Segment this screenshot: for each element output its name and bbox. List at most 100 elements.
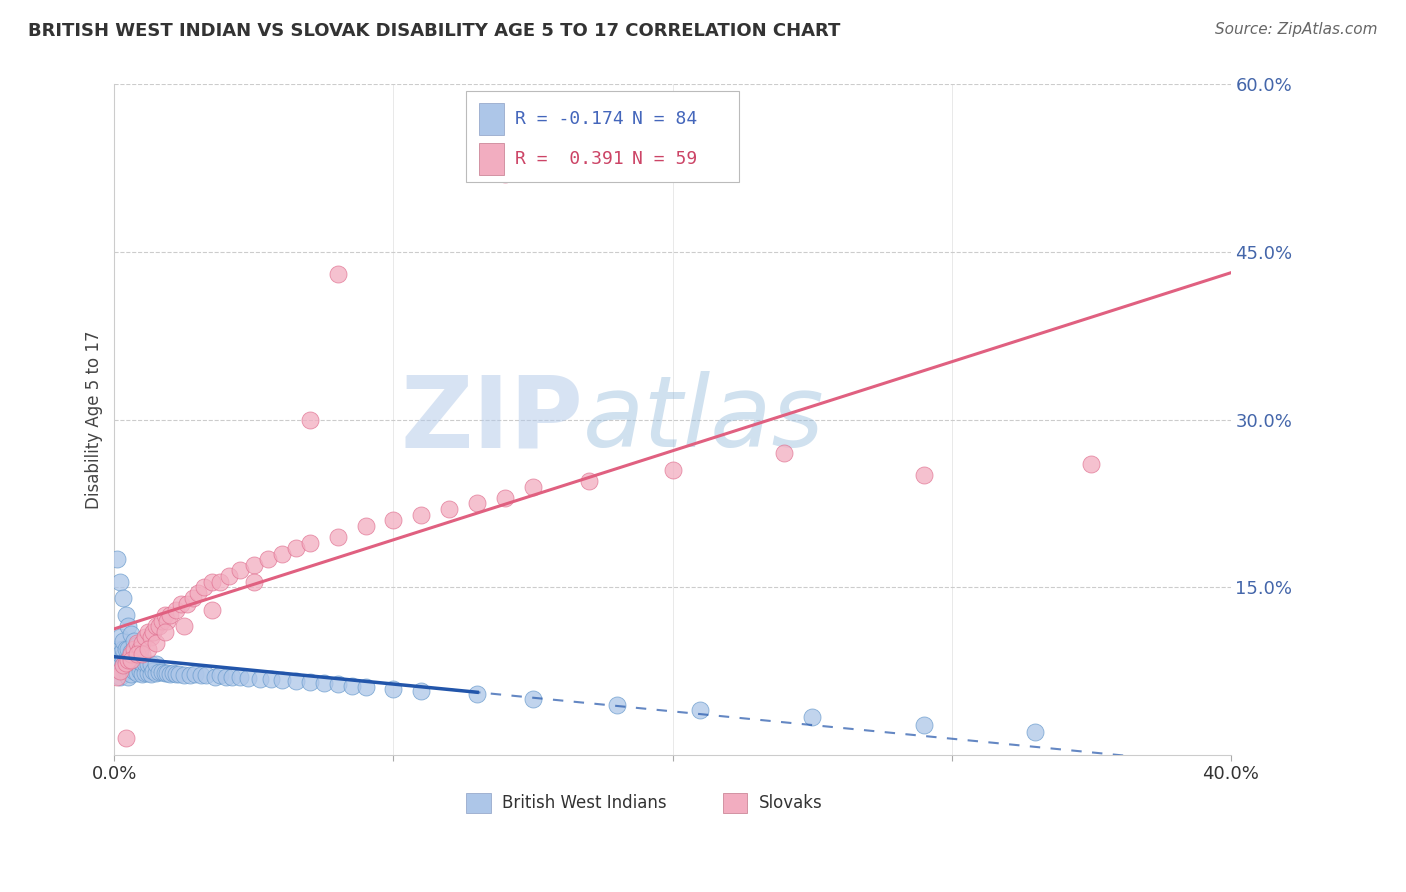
- Point: [120, 647, 142, 661]
- Point: [184, 667, 207, 681]
- FancyBboxPatch shape: [465, 91, 740, 182]
- Point: [125, 638, 148, 652]
- Point: [193, 580, 215, 594]
- Point: [114, 656, 136, 670]
- Point: [209, 668, 232, 682]
- Text: ZIP: ZIP: [401, 371, 583, 468]
- Point: [111, 658, 134, 673]
- Point: [912, 468, 935, 483]
- Point: [145, 619, 167, 633]
- Point: [165, 667, 187, 681]
- Point: [298, 675, 321, 690]
- Point: [689, 703, 711, 717]
- Point: [167, 667, 190, 681]
- FancyBboxPatch shape: [479, 143, 503, 175]
- Point: [108, 664, 131, 678]
- Point: [661, 463, 683, 477]
- Point: [522, 692, 544, 706]
- Point: [382, 681, 405, 696]
- Point: [173, 668, 195, 682]
- Point: [145, 666, 167, 681]
- Point: [773, 446, 796, 460]
- Point: [139, 667, 162, 681]
- Point: [156, 614, 179, 628]
- Point: [298, 535, 321, 549]
- Point: [125, 656, 148, 670]
- Text: R =  0.391: R = 0.391: [515, 150, 624, 168]
- Point: [114, 608, 136, 623]
- Point: [215, 670, 238, 684]
- Point: [159, 608, 181, 623]
- Point: [176, 597, 198, 611]
- Point: [912, 717, 935, 731]
- Point: [117, 670, 139, 684]
- Text: Source: ZipAtlas.com: Source: ZipAtlas.com: [1215, 22, 1378, 37]
- Point: [142, 624, 165, 639]
- Point: [162, 666, 184, 681]
- Point: [284, 541, 307, 555]
- Point: [354, 680, 377, 694]
- Point: [134, 666, 156, 681]
- Point: [122, 633, 145, 648]
- Point: [606, 698, 628, 712]
- Point: [156, 666, 179, 681]
- Point: [122, 645, 145, 659]
- Point: [270, 547, 292, 561]
- Point: [111, 649, 134, 664]
- Point: [201, 574, 224, 589]
- Text: Slovaks: Slovaks: [758, 794, 823, 812]
- Point: [131, 636, 153, 650]
- Point: [150, 665, 173, 680]
- Text: BRITISH WEST INDIAN VS SLOVAK DISABILITY AGE 5 TO 17 CORRELATION CHART: BRITISH WEST INDIAN VS SLOVAK DISABILITY…: [28, 22, 841, 40]
- Point: [131, 656, 153, 670]
- Point: [1080, 458, 1102, 472]
- Point: [354, 518, 377, 533]
- Point: [128, 655, 150, 669]
- Y-axis label: Disability Age 5 to 17: Disability Age 5 to 17: [86, 330, 103, 508]
- Point: [117, 641, 139, 656]
- Point: [221, 670, 243, 684]
- Point: [134, 631, 156, 645]
- Point: [108, 670, 131, 684]
- Point: [1024, 725, 1046, 739]
- Point: [257, 552, 280, 566]
- Point: [111, 591, 134, 606]
- Point: [142, 664, 165, 678]
- Point: [153, 608, 176, 623]
- Point: [260, 672, 283, 686]
- Text: R = -0.174: R = -0.174: [515, 110, 624, 128]
- Point: [128, 644, 150, 658]
- Point: [120, 656, 142, 670]
- Point: [111, 633, 134, 648]
- Point: [801, 710, 824, 724]
- Text: atlas: atlas: [583, 371, 825, 468]
- Point: [165, 602, 187, 616]
- Point: [181, 591, 204, 606]
- Point: [120, 667, 142, 681]
- Point: [139, 657, 162, 672]
- Point: [284, 674, 307, 689]
- Point: [105, 641, 128, 656]
- Point: [114, 731, 136, 745]
- Point: [108, 647, 131, 661]
- Point: [195, 668, 218, 682]
- FancyBboxPatch shape: [479, 103, 503, 135]
- Point: [108, 574, 131, 589]
- Point: [131, 667, 153, 681]
- Point: [153, 624, 176, 639]
- Point: [187, 586, 209, 600]
- Point: [298, 412, 321, 426]
- Point: [465, 496, 488, 510]
- Point: [494, 491, 516, 505]
- Point: [114, 664, 136, 678]
- Point: [136, 666, 159, 681]
- Point: [201, 602, 224, 616]
- Point: [465, 688, 488, 702]
- Text: N = 84: N = 84: [633, 110, 697, 128]
- Point: [114, 641, 136, 656]
- Point: [145, 657, 167, 672]
- Point: [136, 624, 159, 639]
- Point: [179, 668, 201, 682]
- Point: [238, 671, 260, 685]
- Point: [122, 664, 145, 678]
